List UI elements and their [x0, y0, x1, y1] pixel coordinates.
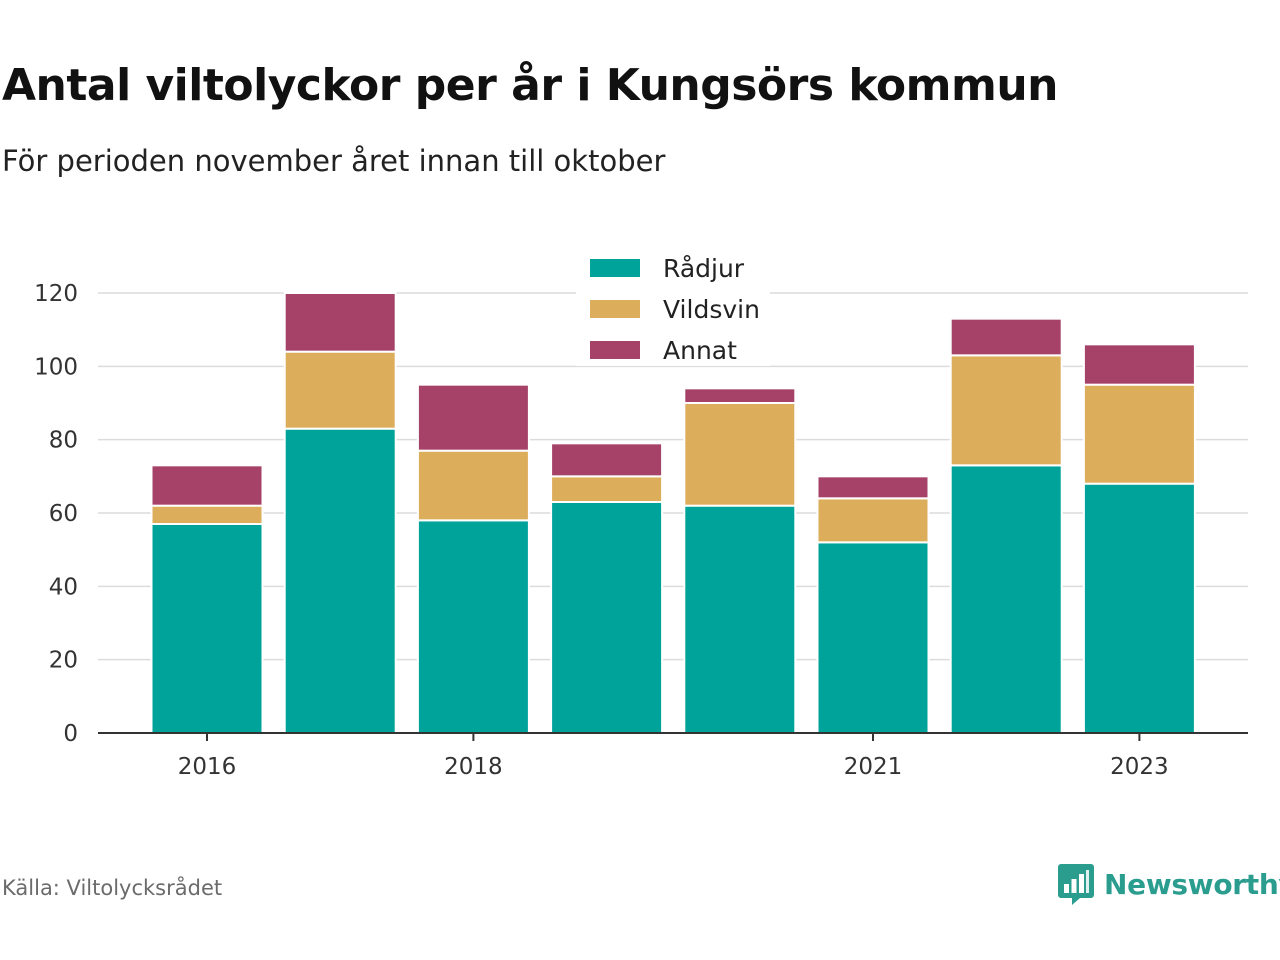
y-tick-label: 120	[34, 281, 78, 307]
y-tick-label: 100	[34, 354, 78, 380]
y-tick-label: 80	[49, 428, 78, 454]
axes: 0 20 40 60 80 100 120 2016 2018 2021 2023	[34, 281, 1248, 780]
bar-segment-vildsvin-2017[interactable]	[283, 350, 397, 430]
bar-segment-annat-2023[interactable]	[1082, 343, 1196, 386]
bar-segment-rådjur-2020[interactable]	[683, 504, 797, 734]
bar-segment-annat-2020[interactable]	[683, 387, 797, 405]
bar-segment-rådjur-2022[interactable]	[949, 464, 1063, 734]
legend-swatch-vildsvin	[590, 300, 640, 318]
bar-segment-vildsvin-2021[interactable]	[816, 497, 930, 544]
brand-name: Newsworthy	[1104, 867, 1280, 901]
bar-chart-speech-icon	[1058, 864, 1094, 905]
y-tick-label: 20	[49, 648, 78, 674]
bar-segment-annat-2022[interactable]	[949, 317, 1063, 357]
y-tick-label: 0	[63, 721, 78, 747]
source-note: Källa: Viltolycksrådet	[2, 876, 223, 900]
bar-segment-vildsvin-2018[interactable]	[416, 449, 530, 522]
bar-segment-vildsvin-2020[interactable]	[683, 402, 797, 507]
legend-label-rådjur[interactable]: Rådjur	[663, 254, 745, 283]
legend-label-annat[interactable]: Annat	[663, 336, 737, 365]
bar-segment-vildsvin-2016[interactable]	[150, 504, 264, 525]
y-tick-label: 40	[49, 574, 78, 600]
y-tick-label: 60	[49, 501, 78, 527]
bar-segment-annat-2017[interactable]	[283, 292, 397, 353]
x-tick-label: 2021	[844, 754, 903, 780]
bar-segment-rådjur-2019[interactable]	[550, 501, 664, 734]
legend-swatch-rådjur	[590, 259, 640, 277]
bar-segment-annat-2016[interactable]	[150, 464, 264, 507]
bar-segment-rådjur-2016[interactable]	[150, 523, 264, 734]
legend-swatch-annat	[590, 341, 640, 359]
stacked-bar-chart: 0 20 40 60 80 100 120 2016 2018 2021 2023 Rådjur Vi…	[34, 248, 1248, 780]
bar-segment-rådjur-2021[interactable]	[816, 541, 930, 734]
bar-segment-annat-2019[interactable]	[550, 442, 664, 478]
bar-segment-annat-2018[interactable]	[416, 383, 530, 452]
bars	[150, 292, 1196, 734]
x-tick-label: 2018	[444, 754, 503, 780]
bar-segment-rådjur-2023[interactable]	[1082, 482, 1196, 734]
legend-label-vildsvin[interactable]: Vildsvin	[663, 295, 760, 324]
brand-logo-link[interactable]: Newsworthy	[1058, 862, 1280, 906]
bar-segment-vildsvin-2023[interactable]	[1082, 383, 1196, 485]
bar-segment-rådjur-2017[interactable]	[283, 427, 397, 734]
bar-segment-vildsvin-2022[interactable]	[949, 354, 1063, 467]
chart-title: Antal viltolyckor per år i Kungsörs komm…	[2, 60, 1059, 111]
bar-segment-rådjur-2018[interactable]	[416, 519, 530, 734]
bar-segment-vildsvin-2019[interactable]	[550, 475, 664, 504]
x-tick-label: 2023	[1110, 754, 1169, 780]
x-tick-label: 2016	[178, 754, 237, 780]
bar-segment-annat-2021[interactable]	[816, 475, 930, 500]
chart-subtitle: För perioden november året innan till ok…	[2, 144, 666, 178]
legend: Rådjur Vildsvin Annat	[576, 248, 770, 366]
